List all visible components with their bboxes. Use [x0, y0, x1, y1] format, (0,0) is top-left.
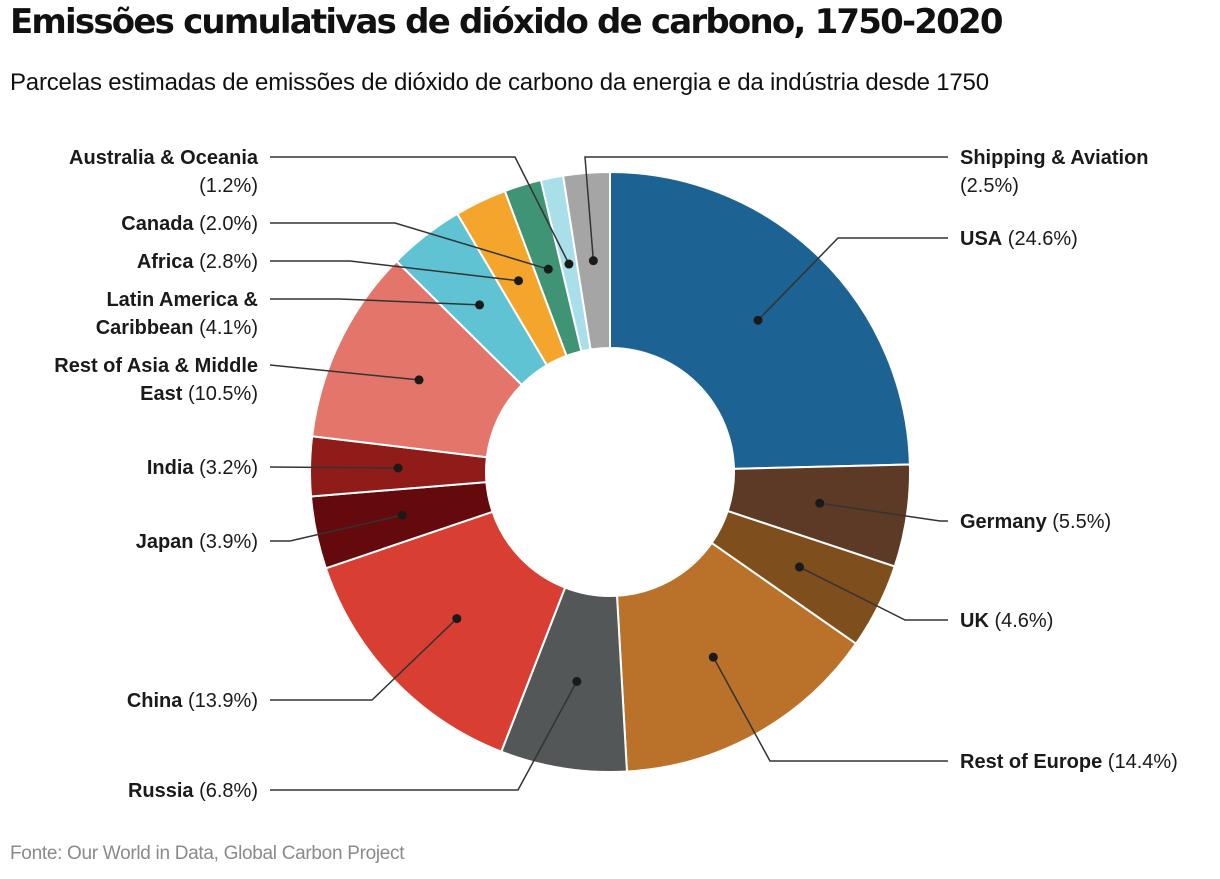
label-canada: Canada (2.0%): [121, 213, 258, 235]
label-rest-of-europe: Rest of Europe (14.4%): [960, 751, 1178, 773]
leader-line-germany: [819, 502, 948, 522]
leader-line-latin-america-and-caribbean: [270, 298, 480, 306]
leader-line-rest-of-asia-and-middle-east: [269, 364, 420, 381]
leader-dot-japan: [397, 510, 407, 520]
leader-dot-australia-and-oceania: [564, 259, 574, 269]
label-russia: Russia (6.8%): [128, 780, 258, 802]
leader-line-rest-of-europe: [712, 656, 948, 762]
leader-dot-rest-of-europe: [708, 652, 718, 662]
chart-title: Emissões cumulativas de dióxido de carbo…: [10, 2, 1004, 42]
chart-subtitle: Parcelas estimadas de emissões de dióxid…: [10, 69, 989, 96]
label-africa: Africa (2.8%): [137, 251, 258, 273]
label-rest-of-asia-and-middle-east: Rest of Asia & Middle East (10.5%): [54, 355, 258, 405]
label-latin-america-and-caribbean: Latin America & Caribbean (4.1%): [96, 289, 258, 339]
leader-line-uk: [799, 566, 948, 621]
leader-dot-china: [452, 614, 462, 624]
label-uk: UK (4.6%): [960, 610, 1053, 632]
leader-dot-africa: [514, 276, 524, 286]
leader-dot-germany: [815, 498, 825, 508]
leader-dot-latin-america-and-caribbean: [475, 300, 485, 310]
label-india: India (3.2%): [147, 457, 258, 479]
leader-dot-rest-of-asia-and-middle-east: [414, 375, 424, 385]
leader-dot-uk: [794, 562, 804, 572]
source-note: Fonte: Our World in Data, Global Carbon …: [10, 843, 405, 864]
slice-shipping-and-aviation: [561, 170, 611, 351]
label-usa: USA (24.6%): [960, 228, 1078, 250]
label-china: China (13.9%): [127, 690, 258, 712]
leader-line-japan: [270, 514, 403, 542]
leader-line-usa: [757, 237, 948, 321]
slice-china: [324, 510, 567, 753]
label-japan: Japan (3.9%): [136, 531, 258, 553]
leader-dot-usa: [753, 315, 763, 325]
slice-rest-of-europe: [615, 541, 858, 773]
label-shipping-and-aviation: Shipping & Aviation (2.5%): [960, 147, 1149, 197]
leader-line-australia-and-oceania: [270, 156, 570, 265]
label-germany: Germany (5.5%): [960, 511, 1111, 533]
label-australia-and-oceania: Australia & Oceania (1.2%): [69, 147, 259, 197]
leader-dot-canada: [543, 264, 553, 274]
leader-line-india: [269, 466, 399, 469]
leader-dot-india: [393, 463, 403, 473]
leader-line-russia: [270, 681, 578, 791]
leader-line-shipping-and-aviation: [584, 156, 948, 261]
leader-line-africa: [270, 260, 519, 282]
leader-dot-russia: [572, 676, 582, 686]
leader-dot-shipping-and-aviation: [588, 256, 598, 266]
leader-line-canada: [270, 222, 549, 270]
leader-line-china: [270, 618, 458, 701]
